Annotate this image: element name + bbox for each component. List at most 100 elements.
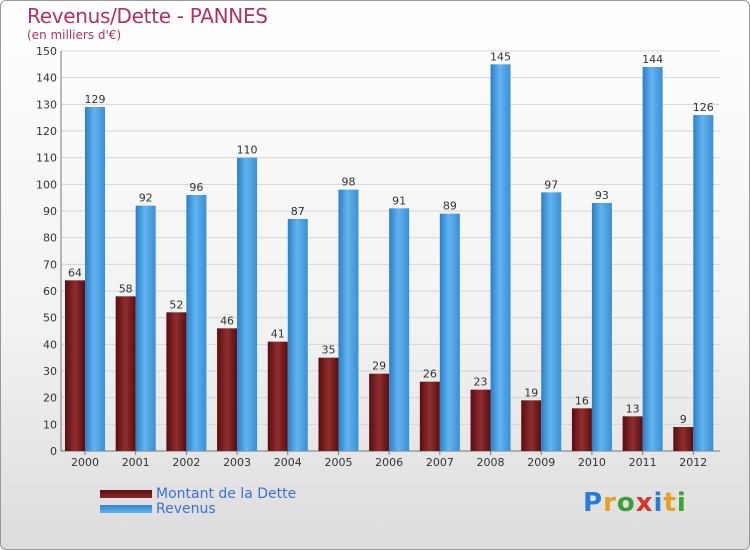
data-label-revenue: 89 — [443, 200, 457, 213]
bar-debt — [267, 341, 288, 451]
bar-revenue — [389, 208, 410, 451]
y-tick-label: 140 — [36, 72, 57, 85]
data-label-debt: 52 — [169, 298, 183, 311]
bar-revenue — [85, 107, 105, 451]
data-label-debt: 13 — [626, 402, 640, 415]
logo-letter: P — [583, 488, 604, 518]
legend-swatch-debt — [100, 489, 152, 498]
logo-letter: x — [635, 488, 654, 518]
y-tick-label: 40 — [43, 338, 57, 351]
data-label-debt: 64 — [68, 266, 82, 279]
x-tick-label: 2000 — [71, 456, 99, 469]
bar-revenue — [135, 205, 156, 451]
x-tick-label: 2005 — [324, 456, 352, 469]
y-tick-label: 80 — [43, 232, 57, 245]
data-label-revenue: 145 — [490, 50, 511, 63]
y-tick-label: 100 — [36, 178, 57, 191]
y-tick-label: 60 — [43, 285, 57, 298]
bar-revenue — [490, 64, 511, 451]
y-tick-label: 20 — [43, 392, 57, 405]
logo-letter: t — [663, 488, 677, 518]
bar-revenue — [186, 195, 207, 451]
labels-layer: 6412958925296461104187359829912689231451… — [68, 50, 714, 426]
data-label-revenue: 96 — [189, 181, 203, 194]
data-label-debt: 29 — [372, 360, 386, 373]
logo-letter: o — [616, 488, 636, 518]
data-label-debt: 19 — [524, 386, 538, 399]
bar-debt — [622, 416, 643, 451]
x-tick-label: 2010 — [578, 456, 606, 469]
data-label-debt: 41 — [271, 328, 285, 341]
data-label-revenue: 110 — [237, 144, 258, 157]
x-tick-label: 2006 — [375, 456, 403, 469]
bar-debt — [115, 296, 136, 451]
bar-debt — [166, 312, 187, 451]
data-label-debt: 46 — [220, 314, 234, 327]
chart-subtitle: (en milliers d'€) — [27, 28, 122, 42]
data-label-debt: 16 — [575, 394, 589, 407]
legend-swatch-revenue — [100, 504, 152, 513]
proxiti-logo: Proxiti — [583, 488, 687, 518]
legend-item-debt: Montant de la Dette — [100, 485, 297, 502]
data-label-revenue: 92 — [139, 192, 153, 205]
x-tick-label: 2009 — [527, 456, 555, 469]
x-tick-label: 2011 — [629, 456, 657, 469]
data-label-revenue: 97 — [544, 178, 558, 191]
bar-debt — [65, 280, 85, 451]
legend: Montant de la Dette Revenus — [100, 485, 297, 517]
bar-revenue — [591, 203, 612, 451]
legend-label-revenue: Revenus — [156, 500, 216, 517]
legend-item-revenue: Revenus — [100, 500, 296, 517]
y-tick-label: 10 — [43, 418, 57, 431]
y-tick-label: 30 — [43, 365, 57, 378]
x-tick-label: 2001 — [122, 456, 150, 469]
x-tick-label: 2002 — [172, 456, 200, 469]
y-tick-label: 70 — [43, 258, 57, 271]
data-label-debt: 58 — [119, 282, 133, 295]
data-label-revenue: 126 — [693, 101, 714, 114]
data-label-revenue: 87 — [291, 205, 305, 218]
bar-debt — [571, 408, 592, 451]
bar-debt — [217, 328, 238, 451]
axis-layer: 0 10 20 30 40 50 60 70 80 90 100 110 120 130 140 150 200… — [36, 45, 720, 469]
x-tick-label: 2004 — [274, 456, 302, 469]
data-label-revenue: 93 — [595, 189, 609, 202]
x-tick-label: 2007 — [426, 456, 454, 469]
data-label-revenue: 91 — [392, 194, 406, 207]
data-label-debt: 9 — [680, 413, 687, 426]
data-label-revenue: 144 — [642, 53, 663, 66]
x-tick-label: 2003 — [223, 456, 251, 469]
data-label-revenue: 98 — [341, 176, 355, 189]
logo-letter: r — [603, 488, 617, 518]
bar-debt — [369, 373, 390, 451]
bar-debt — [470, 389, 491, 451]
logo-letter: i — [653, 488, 664, 518]
data-label-debt: 23 — [474, 376, 488, 389]
legend-label-debt: Montant de la Dette — [156, 485, 297, 502]
bar-debt — [521, 400, 542, 451]
y-tick-label: 110 — [36, 152, 57, 165]
bar-revenue — [693, 115, 714, 451]
bar-debt — [673, 427, 694, 451]
bar-revenue — [642, 67, 663, 451]
y-tick-label: 0 — [50, 445, 57, 458]
bar-revenue — [439, 213, 460, 451]
bar-revenue — [237, 157, 258, 451]
data-label-debt: 26 — [423, 368, 437, 381]
y-tick-label: 90 — [43, 205, 57, 218]
y-tick-label: 50 — [43, 312, 57, 325]
data-label-revenue: 129 — [85, 93, 106, 106]
y-tick-label: 150 — [36, 45, 57, 58]
y-tick-label: 130 — [36, 98, 57, 111]
x-tick-label: 2008 — [477, 456, 505, 469]
bar-debt — [419, 381, 440, 451]
bar-debt — [318, 357, 339, 451]
bar-revenue — [287, 219, 308, 451]
bars-layer — [65, 64, 714, 452]
data-label-debt: 35 — [321, 344, 335, 357]
x-tick-label: 2012 — [679, 456, 707, 469]
bar-revenue — [338, 189, 359, 451]
bar-revenue — [541, 192, 562, 452]
